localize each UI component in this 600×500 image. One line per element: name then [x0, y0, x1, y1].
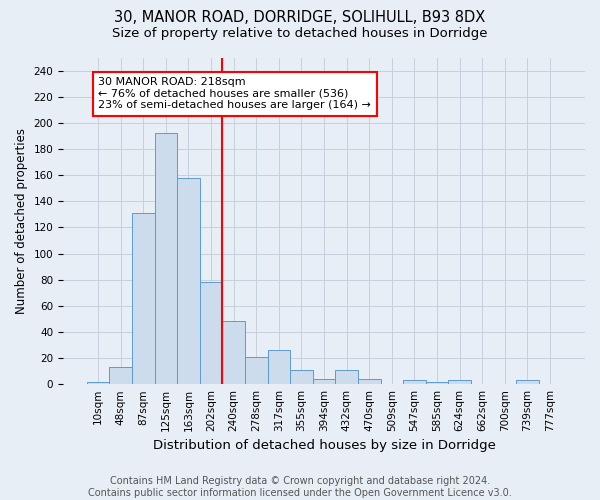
- Text: Contains HM Land Registry data © Crown copyright and database right 2024.
Contai: Contains HM Land Registry data © Crown c…: [88, 476, 512, 498]
- Bar: [313, 379, 335, 384]
- Text: Size of property relative to detached houses in Dorridge: Size of property relative to detached ho…: [112, 28, 488, 40]
- Bar: [516, 380, 539, 384]
- Bar: [177, 178, 200, 384]
- Bar: [109, 367, 132, 384]
- Bar: [245, 356, 268, 384]
- X-axis label: Distribution of detached houses by size in Dorridge: Distribution of detached houses by size …: [152, 440, 496, 452]
- Bar: [268, 350, 290, 384]
- Bar: [87, 382, 109, 384]
- Bar: [223, 322, 245, 384]
- Bar: [132, 213, 155, 384]
- Bar: [448, 380, 471, 384]
- Bar: [290, 370, 313, 384]
- Y-axis label: Number of detached properties: Number of detached properties: [15, 128, 28, 314]
- Bar: [155, 134, 177, 384]
- Text: 30 MANOR ROAD: 218sqm
← 76% of detached houses are smaller (536)
23% of semi-det: 30 MANOR ROAD: 218sqm ← 76% of detached …: [98, 77, 371, 110]
- Bar: [200, 282, 223, 384]
- Bar: [403, 380, 425, 384]
- Bar: [335, 370, 358, 384]
- Text: 30, MANOR ROAD, DORRIDGE, SOLIHULL, B93 8DX: 30, MANOR ROAD, DORRIDGE, SOLIHULL, B93 …: [115, 10, 485, 25]
- Bar: [358, 379, 380, 384]
- Bar: [425, 382, 448, 384]
